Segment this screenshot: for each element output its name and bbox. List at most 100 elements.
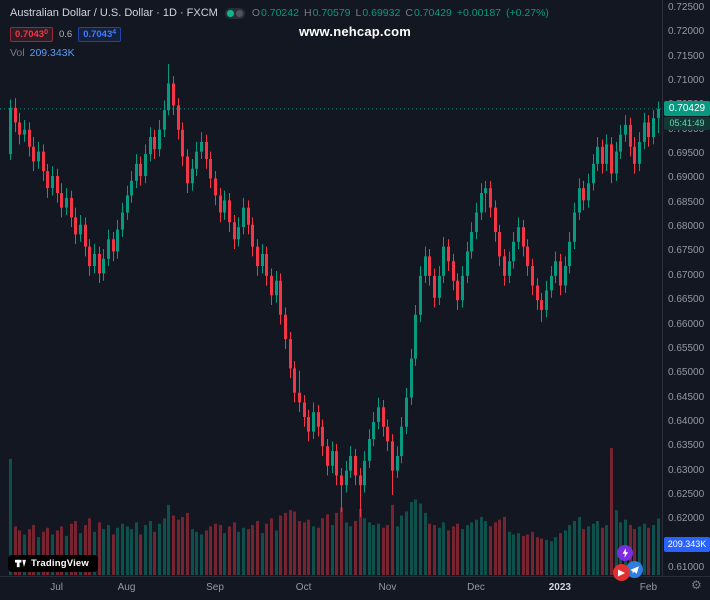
volume-bar (498, 519, 501, 575)
candle (200, 132, 203, 159)
volume-bar (275, 530, 278, 575)
candle (223, 190, 226, 220)
candle (32, 137, 35, 172)
symbol-title[interactable]: Australian Dollar / U.S. Dollar · 1D · F… (10, 7, 218, 19)
candle (564, 256, 567, 293)
volume-bar (205, 530, 208, 575)
candle (130, 171, 133, 203)
volume-bar (349, 526, 352, 575)
price-axis-label: 0.72500 (668, 2, 705, 13)
candle (256, 239, 259, 276)
floating-telegram-button[interactable] (626, 561, 643, 578)
high-value: 0.70579 (312, 7, 351, 19)
volume-bar (540, 538, 543, 575)
candle (312, 402, 315, 439)
candle (317, 404, 320, 437)
volume-bar (209, 526, 212, 575)
candle (326, 438, 329, 476)
candle (331, 441, 334, 474)
volume-bar (18, 530, 21, 575)
candle (195, 141, 198, 176)
candle (582, 180, 585, 211)
volume-bar (9, 458, 12, 575)
market-status-indicator[interactable] (224, 7, 245, 19)
chart-canvas[interactable]: www.nehcap.com Australian Dollar / U.S. … (0, 0, 662, 576)
volume-indicator-value: 209.343K (29, 47, 75, 59)
price-axis[interactable]: 0.725000.720000.715000.710000.705000.700… (662, 0, 710, 576)
candle (573, 202, 576, 250)
time-axis-label: Sep (206, 582, 224, 593)
candle (605, 134, 608, 172)
volume-bar (578, 516, 581, 575)
volume-indicator-label[interactable]: Vol (10, 47, 25, 59)
settings-gear-icon[interactable]: ⚙ (691, 578, 702, 592)
candle (102, 249, 105, 281)
volume-bar (452, 526, 455, 575)
volume-bar (126, 526, 129, 575)
volume-bar (414, 499, 417, 575)
candle (428, 249, 431, 286)
price-axis-label: 0.63000 (668, 464, 705, 476)
candle (345, 460, 348, 493)
volume-bar (512, 534, 515, 575)
candle (601, 139, 604, 174)
volume-bar (587, 526, 590, 575)
volume-bar (461, 529, 464, 575)
candle (163, 100, 166, 138)
time-axis[interactable]: Jul Aug Sep Oct Nov Dec 2023 Feb (0, 576, 710, 600)
candle (405, 387, 408, 435)
tradingview-logo[interactable]: TradingView (8, 555, 98, 572)
candle (186, 149, 189, 194)
volume-bar (377, 523, 380, 575)
candle (461, 266, 464, 308)
candle (56, 168, 59, 203)
volume-bar (573, 521, 576, 575)
sell-button[interactable]: 0.70430 (10, 26, 53, 42)
candle (442, 236, 445, 284)
volume-bar (531, 531, 534, 575)
buy-button[interactable]: 0.70434 (78, 26, 122, 42)
candle (494, 200, 497, 242)
price-axis-label: 0.64500 (668, 391, 705, 403)
price-axis-label: 0.63500 (668, 440, 705, 452)
price-axis-label: 0.68500 (668, 196, 705, 208)
candle (121, 202, 124, 237)
candle (424, 246, 427, 284)
volume-bar (568, 525, 571, 575)
candlestick-plot[interactable] (0, 0, 662, 576)
volume-bar (42, 531, 45, 575)
candle (335, 443, 338, 486)
volume-bar (107, 525, 110, 575)
volume-bar (88, 518, 91, 575)
volume-bar (433, 525, 436, 575)
volume-bar (242, 527, 245, 575)
open-label: O (251, 7, 260, 19)
volume-bar (391, 504, 394, 575)
volume-bar (405, 511, 408, 575)
floating-youtube-button[interactable] (613, 564, 630, 581)
candle (65, 188, 68, 215)
change-percent: (+0.27%) (506, 7, 549, 19)
candle (205, 134, 208, 169)
candle (624, 115, 627, 142)
volume-bar (181, 516, 184, 575)
time-axis-label: Jul (50, 582, 63, 593)
candle (181, 122, 184, 167)
floating-lightning-button[interactable] (617, 545, 633, 561)
candle (554, 251, 557, 284)
candle (42, 144, 45, 181)
volume-bar (139, 534, 142, 575)
volume-bar (331, 525, 334, 575)
candle (354, 448, 357, 486)
volume-bar (601, 527, 604, 575)
volume-bar (615, 510, 618, 575)
volume-bar (289, 510, 292, 575)
legend-row-symbol: Australian Dollar / U.S. Dollar · 1D · F… (10, 6, 549, 20)
open-value: 0.70242 (261, 7, 299, 19)
high-label: H (303, 7, 312, 19)
candle (508, 251, 511, 284)
telegram-plane-icon (630, 565, 639, 574)
volume-bar (335, 512, 338, 575)
volume-bar (270, 518, 273, 575)
